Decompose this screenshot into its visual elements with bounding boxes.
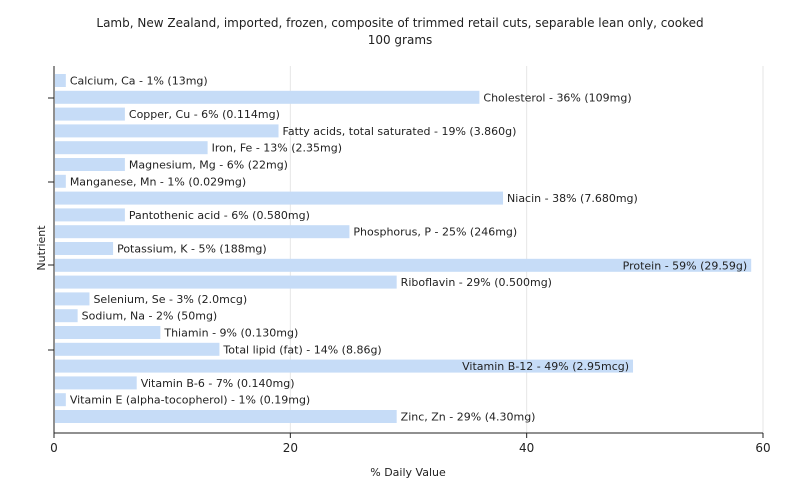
- bar: [55, 174, 66, 188]
- chart-title-line-1: Lamb, New Zealand, imported, frozen, com…: [96, 16, 704, 30]
- bar: [55, 90, 480, 104]
- bar: [55, 124, 279, 138]
- bar-label: Calcium, Ca - 1% (13mg): [70, 75, 208, 88]
- bar: [55, 208, 125, 222]
- bar-label: Niacin - 38% (7.680mg): [507, 192, 638, 205]
- bar: [55, 158, 125, 171]
- bar: [55, 376, 137, 390]
- bar-label: Copper, Cu - 6% (0.114mg): [129, 108, 280, 121]
- x-tick-label: 40: [519, 441, 534, 455]
- bar-label: Riboflavin - 29% (0.500mg): [401, 276, 552, 289]
- bar: [55, 107, 125, 121]
- bar-label: Sodium, Na - 2% (50mg): [82, 310, 218, 323]
- bar-label: Potassium, K - 5% (188mg): [117, 243, 267, 256]
- bar-label: Thiamin - 9% (0.130mg): [163, 327, 298, 340]
- bar-label: Magnesium, Mg - 6% (22mg): [129, 159, 288, 172]
- bar: [55, 275, 397, 289]
- bar: [55, 225, 350, 239]
- bar: [55, 191, 504, 205]
- axes: [48, 66, 763, 434]
- x-tick-label: 0: [50, 441, 58, 455]
- x-ticks: 0 20 40 60: [50, 433, 771, 455]
- bars: [55, 74, 752, 423]
- bar: [55, 393, 66, 407]
- bar-labels: Calcium, Ca - 1% (13mg) Cholesterol - 36%…: [70, 75, 747, 424]
- y-axis-title: Nutrient: [35, 225, 48, 271]
- bar: [55, 359, 634, 373]
- bar-label: Protein - 59% (29.59g): [623, 259, 748, 272]
- bar: [55, 410, 397, 423]
- bar: [55, 342, 220, 356]
- x-axis-title: % Daily Value: [370, 466, 446, 479]
- bar-label: Fatty acids, total saturated - 19% (3.86…: [283, 125, 517, 138]
- bar: [55, 74, 66, 87]
- bar-label: Vitamin B-6 - 7% (0.140mg): [141, 377, 295, 390]
- bar-label: Phosphorus, P - 25% (246mg): [353, 226, 517, 239]
- bar: [55, 309, 78, 323]
- bar-label: Vitamin B-12 - 49% (2.95mcg): [462, 360, 629, 373]
- x-tick-label: 20: [283, 441, 298, 455]
- bar-label: Total lipid (fat) - 14% (8.86g): [222, 343, 381, 356]
- bar: [55, 242, 114, 255]
- x-tick-label: 60: [755, 441, 770, 455]
- bar: [55, 326, 161, 339]
- bar-label: Cholesterol - 36% (109mg): [483, 91, 631, 104]
- chart-title: Lamb, New Zealand, imported, frozen, com…: [0, 15, 800, 49]
- bar-label: Zinc, Zn - 29% (4.30mg): [401, 411, 536, 424]
- bar-label: Selenium, Se - 3% (2.0mcg): [93, 293, 247, 306]
- chart-title-line-2: 100 grams: [367, 33, 433, 47]
- grid-lines: [289, 66, 764, 433]
- bar: [55, 141, 208, 155]
- bar: [55, 258, 752, 272]
- bar: [55, 292, 90, 306]
- bar-label: Manganese, Mn - 1% (0.029mg): [70, 175, 246, 188]
- bar-label: Iron, Fe - 13% (2.35mg): [212, 142, 342, 155]
- bar-label: Vitamin E (alpha-tocopherol) - 1% (0.19m…: [70, 394, 310, 407]
- bar-label: Pantothenic acid - 6% (0.580mg): [129, 209, 310, 222]
